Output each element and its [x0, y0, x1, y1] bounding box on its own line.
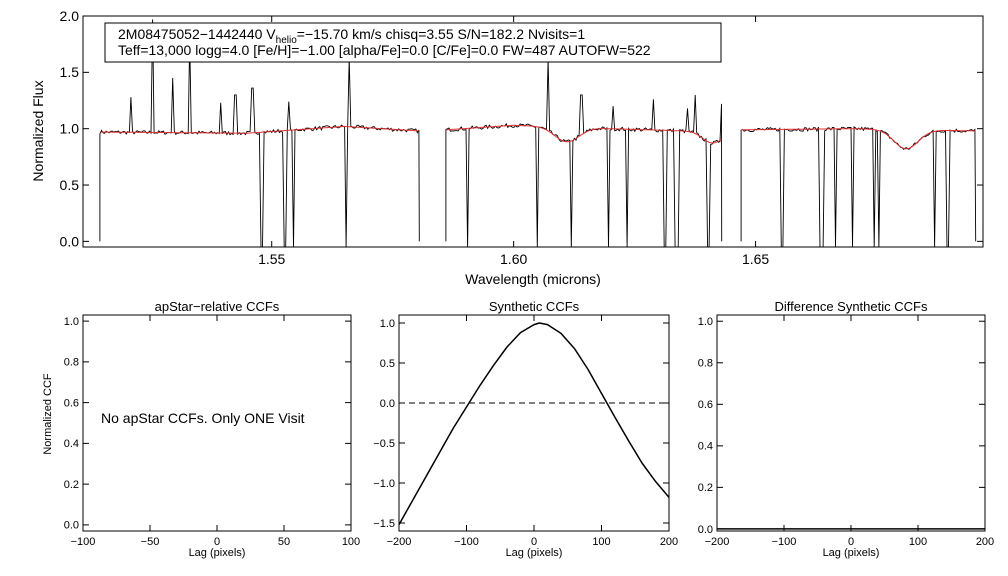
synthetic-ccf-panel: Synthetic CCFs −200 −100 0 100 200 −1.5 −1.0 −0…: [373, 299, 678, 559]
annotation-frame: [104, 22, 722, 63]
apstar-ccf-y-tick-label: 0.2: [64, 479, 79, 491]
apstar-ccf-axes: −100 −50 0 50 100 0.0 0.2 0.4 0.6 0.8 1.0: [64, 315, 360, 548]
synthetic-ccf-y-tick-label: −1.5: [373, 518, 395, 530]
synthetic-spectrum-detector-3: [741, 128, 975, 150]
synthetic-ccf-y-tick-label: 1.0: [380, 318, 395, 330]
synthetic-ccf-x-tick-label: −100: [454, 536, 479, 548]
apstar-ccf-x-tick-label: 50: [278, 536, 290, 548]
apstar-ccf-title: apStar−relative CCFs: [155, 299, 280, 314]
spectrum-y-tick-label: 0.0: [60, 233, 80, 249]
difference-ccf-y-tick-label: 0.4: [698, 441, 713, 453]
apstar-ccf-y-tick-label: 0.6: [64, 397, 79, 409]
spectrum-y-axis-label: Normalized Flux: [30, 80, 46, 181]
spectrum-y-tick-label: 1.0: [60, 121, 80, 137]
annotation-line-1: 2M08475052−1442440 Vhelio=−15.70 km/s ch…: [118, 26, 585, 46]
difference-ccf-y-tick-label: 0.6: [698, 399, 713, 411]
difference-ccf-x-axis-label: Lag (pixels): [823, 547, 880, 559]
synthetic-ccf-y-tick-label: −0.5: [373, 438, 395, 450]
spectrum-y-tick-label: 0.5: [60, 177, 80, 193]
difference-ccf-x-tick-label: 0: [848, 536, 854, 548]
synthetic-spectrum-detector-1: [99, 125, 419, 134]
synthetic-ccf-title: Synthetic CCFs: [489, 299, 580, 314]
apstar-ccf-y-tick-label: 0.0: [64, 520, 79, 532]
synthetic-ccf-y-tick-label: 0.5: [380, 358, 395, 370]
difference-ccf-y-tick-label: 0.2: [698, 482, 713, 494]
difference-ccf-y-tick-label: 0.8: [698, 358, 713, 370]
synthetic-ccf-y-tick-label: −1.0: [373, 478, 395, 490]
spectrum-x-tick-label: 1.55: [258, 251, 285, 267]
difference-ccf-title: Difference Synthetic CCFs: [775, 299, 928, 314]
spectrum-x-tick-label: 1.65: [742, 251, 769, 267]
difference-ccf-x-tick-label: −200: [705, 536, 730, 548]
spectrum-panel: 1.55 1.60 1.65 0.0 0.5 1.0 1.5 2.0 Wavelength (…: [30, 8, 984, 287]
apstar-ccf-y-tick-label: 0.8: [64, 357, 79, 369]
difference-ccf-x-tick-label: 100: [909, 536, 927, 548]
apstar-ccf-x-tick-label: −100: [71, 536, 96, 548]
apstar-ccf-x-tick-label: 100: [342, 536, 360, 548]
synthetic-ccf-curve: [398, 322, 670, 525]
difference-ccf-axes: −200 −100 0 100 200 0.0 0.2 0.4 0.6 0.8 1.0: [698, 315, 994, 548]
synthetic-ccf-x-tick-label: 200: [660, 536, 678, 548]
ccf-y-axis-label: Normalized CCF: [42, 373, 54, 455]
apstar-ccf-y-tick-label: 0.4: [64, 438, 79, 450]
synthetic-ccf-data: [398, 322, 670, 525]
synthetic-ccf-x-tick-label: 100: [592, 536, 610, 548]
difference-ccf-frame: [716, 314, 986, 532]
spectrum-frame: [82, 15, 984, 248]
difference-ccf-y-tick-label: 1.0: [698, 316, 713, 328]
spectrum-x-tick-label: 1.60: [500, 251, 527, 267]
spectrum-y-tick-label: 1.5: [60, 64, 80, 80]
apstar-ccf-panel: apStar−relative CCFs −100 −50 0 50 100 0.0 0.2…: [42, 299, 360, 559]
annotation-line-2: Teff=13,000 logg=4.0 [Fe/H]=−1.00 [alpha…: [118, 42, 651, 58]
synthetic-ccf-y-tick-label: 0.0: [380, 398, 395, 410]
difference-ccf-x-tick-label: −100: [772, 536, 797, 548]
synthetic-ccf-frame: [398, 314, 670, 532]
observed-spectrum-detector-2: [445, 58, 723, 248]
synthetic-ccf-x-axis-label: Lag (pixels): [506, 547, 563, 559]
apstar-ccf-x-tick-label: 0: [214, 536, 220, 548]
synthetic-ccf-axes: −200 −100 0 100 200 −1.5 −1.0 −0.5 0.0 0.5 1.0: [373, 315, 678, 548]
synthetic-spectrum-detector-2: [445, 124, 722, 144]
apstar-ccf-y-tick-label: 1.0: [64, 316, 79, 328]
synthetic-ccf-x-tick-label: 0: [531, 536, 537, 548]
spectrum-annotation-box: 2M08475052−1442440 Vhelio=−15.70 km/s ch…: [104, 22, 722, 63]
spectrum-y-tick-label: 2.0: [60, 8, 80, 24]
difference-ccf-panel: Difference Synthetic CCFs −200 −100 0 100 20…: [698, 299, 994, 559]
apstar-ccf-message: No apStar CCFs. Only ONE Visit: [101, 410, 305, 426]
synthetic-ccf-x-tick-label: −200: [387, 536, 412, 548]
difference-ccf-x-tick-label: 200: [976, 536, 994, 548]
spectrum-x-axis-label: Wavelength (microns): [465, 271, 601, 287]
spectrum-axes: 1.55 1.60 1.65 0.0 0.5 1.0 1.5 2.0: [60, 8, 983, 267]
spectrum-data: [99, 19, 977, 248]
apstar-ccf-x-axis-label: Lag (pixels): [189, 547, 246, 559]
observed-spectrum-detector-3: [740, 126, 977, 248]
difference-ccf-y-tick-label: 0.0: [698, 524, 713, 536]
apstar-ccf-x-tick-label: −50: [141, 536, 160, 548]
